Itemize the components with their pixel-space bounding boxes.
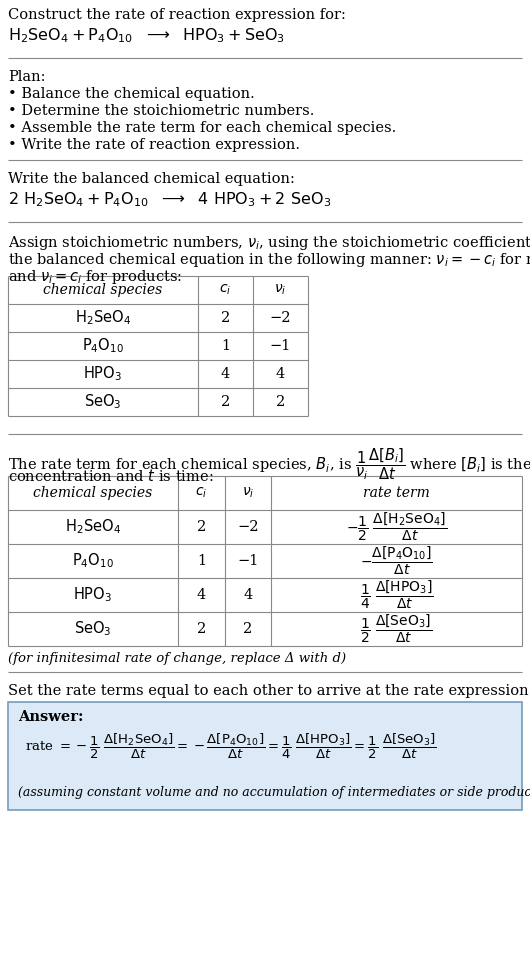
FancyBboxPatch shape xyxy=(8,702,522,810)
Text: $\mathsf{SeO_3}$: $\mathsf{SeO_3}$ xyxy=(74,619,112,638)
Text: $\mathsf{H_2SeO_4}$: $\mathsf{H_2SeO_4}$ xyxy=(75,309,131,327)
Text: $c_i$: $c_i$ xyxy=(219,283,232,297)
Text: concentration and $t$ is time:: concentration and $t$ is time: xyxy=(8,468,214,484)
Text: 2: 2 xyxy=(221,311,230,325)
Text: 1: 1 xyxy=(221,339,230,353)
Text: $\nu_i$: $\nu_i$ xyxy=(242,486,254,500)
Text: chemical species: chemical species xyxy=(33,486,153,500)
Text: • Assemble the rate term for each chemical species.: • Assemble the rate term for each chemic… xyxy=(8,121,396,135)
Text: $\dfrac{1}{4}\ \dfrac{\Delta[\mathsf{HPO_3}]}{\Delta t}$: $\dfrac{1}{4}\ \dfrac{\Delta[\mathsf{HPO… xyxy=(359,579,434,612)
Text: −1: −1 xyxy=(237,554,259,568)
Text: 4: 4 xyxy=(197,588,206,602)
Text: $\mathsf{SeO_3}$: $\mathsf{SeO_3}$ xyxy=(84,393,122,412)
Text: • Balance the chemical equation.: • Balance the chemical equation. xyxy=(8,87,255,101)
Text: $c_i$: $c_i$ xyxy=(196,486,208,500)
Text: • Write the rate of reaction expression.: • Write the rate of reaction expression. xyxy=(8,138,300,152)
Text: −2: −2 xyxy=(237,520,259,534)
Text: 2: 2 xyxy=(221,395,230,409)
Text: and $\nu_i = c_i$ for products:: and $\nu_i = c_i$ for products: xyxy=(8,268,182,286)
Text: 1: 1 xyxy=(197,554,206,568)
Text: −2: −2 xyxy=(270,311,292,325)
Text: $\mathsf{H_2SeO_4 + P_4O_{10}\ \ \longrightarrow\ \ HPO_3 + SeO_3}$: $\mathsf{H_2SeO_4 + P_4O_{10}\ \ \longri… xyxy=(8,26,285,45)
Text: The rate term for each chemical species, $B_i$, is $\dfrac{1}{\nu_i}\dfrac{\Delt: The rate term for each chemical species,… xyxy=(8,446,530,481)
Text: $\mathsf{P_4O_{10}}$: $\mathsf{P_4O_{10}}$ xyxy=(82,337,124,356)
Text: Plan:: Plan: xyxy=(8,70,46,84)
Text: $-\dfrac{1}{2}\ \dfrac{\Delta[\mathsf{H_2SeO_4}]}{\Delta t}$: $-\dfrac{1}{2}\ \dfrac{\Delta[\mathsf{H_… xyxy=(346,511,447,543)
Text: Assign stoichiometric numbers, $\nu_i$, using the stoichiometric coefficients, $: Assign stoichiometric numbers, $\nu_i$, … xyxy=(8,234,530,252)
Text: Construct the rate of reaction expression for:: Construct the rate of reaction expressio… xyxy=(8,8,346,22)
Text: 4: 4 xyxy=(276,367,285,381)
Text: 2: 2 xyxy=(197,622,206,636)
Text: Answer:: Answer: xyxy=(18,710,84,724)
Text: rate term: rate term xyxy=(363,486,430,500)
Text: 4: 4 xyxy=(221,367,230,381)
Text: $\mathsf{2\ H_2SeO_4 + P_4O_{10}\ \ \longrightarrow\ \ 4\ HPO_3 + 2\ SeO_3}$: $\mathsf{2\ H_2SeO_4 + P_4O_{10}\ \ \lon… xyxy=(8,190,331,209)
Text: 2: 2 xyxy=(243,622,253,636)
Text: (assuming constant volume and no accumulation of intermediates or side products): (assuming constant volume and no accumul… xyxy=(18,786,530,799)
Text: Write the balanced chemical equation:: Write the balanced chemical equation: xyxy=(8,172,295,186)
Text: Set the rate terms equal to each other to arrive at the rate expression:: Set the rate terms equal to each other t… xyxy=(8,684,530,698)
Text: 4: 4 xyxy=(243,588,253,602)
Text: 2: 2 xyxy=(276,395,285,409)
Text: $\mathsf{HPO_3}$: $\mathsf{HPO_3}$ xyxy=(83,365,122,383)
Text: $\mathsf{P_4O_{10}}$: $\mathsf{P_4O_{10}}$ xyxy=(72,552,114,570)
Text: $\dfrac{1}{2}\ \dfrac{\Delta[\mathsf{SeO_3}]}{\Delta t}$: $\dfrac{1}{2}\ \dfrac{\Delta[\mathsf{SeO… xyxy=(360,612,432,645)
Text: $\mathsf{H_2SeO_4}$: $\mathsf{H_2SeO_4}$ xyxy=(65,517,121,536)
Text: rate $= -\dfrac{1}{2}\ \dfrac{\Delta[\mathsf{H_2SeO_4}]}{\Delta t}= -\dfrac{\Del: rate $= -\dfrac{1}{2}\ \dfrac{\Delta[\ma… xyxy=(25,731,437,760)
Text: $-\dfrac{\Delta[\mathsf{P_4O_{10}}]}{\Delta t}$: $-\dfrac{\Delta[\mathsf{P_4O_{10}}]}{\De… xyxy=(360,545,433,577)
Text: • Determine the stoichiometric numbers.: • Determine the stoichiometric numbers. xyxy=(8,104,314,118)
Text: (for infinitesimal rate of change, replace Δ with d): (for infinitesimal rate of change, repla… xyxy=(8,652,346,665)
Text: $\mathsf{HPO_3}$: $\mathsf{HPO_3}$ xyxy=(74,586,112,605)
Text: $\nu_i$: $\nu_i$ xyxy=(275,283,287,297)
Text: the balanced chemical equation in the following manner: $\nu_i = -c_i$ for react: the balanced chemical equation in the fo… xyxy=(8,251,530,269)
Text: −1: −1 xyxy=(270,339,291,353)
Text: chemical species: chemical species xyxy=(43,283,163,297)
Text: 2: 2 xyxy=(197,520,206,534)
